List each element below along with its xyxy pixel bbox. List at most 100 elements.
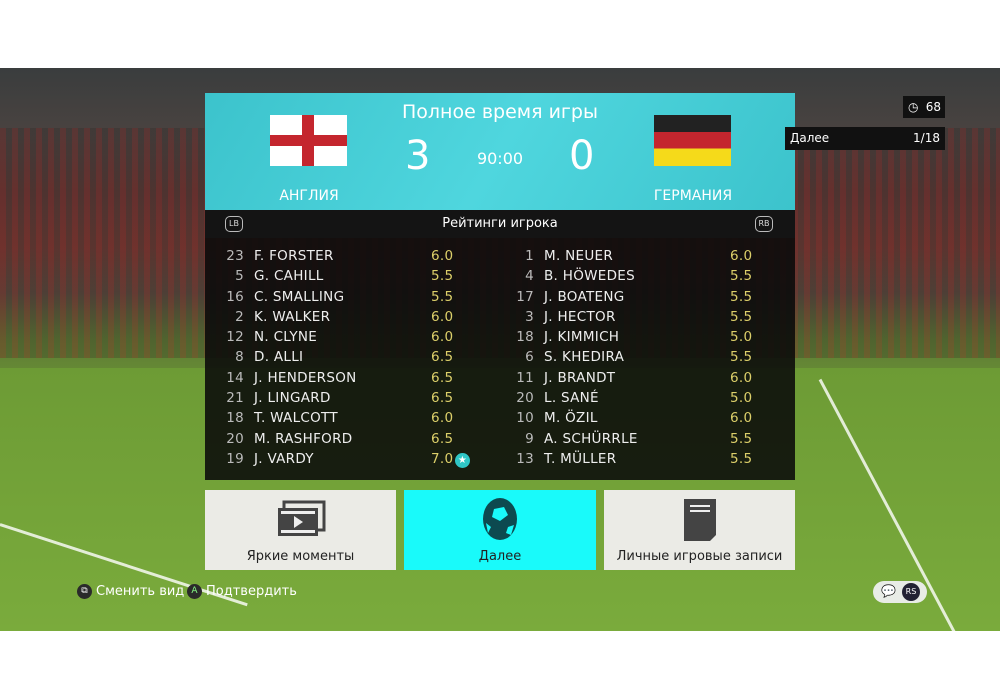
player-name: J. HENDERSON [254, 369, 357, 386]
player-name: J. VARDY [254, 450, 314, 467]
player-rating: 5.0 [730, 329, 753, 346]
hint-label: Сменить вид [96, 584, 185, 599]
highlights-button[interactable]: Яркие моменты [205, 490, 396, 570]
player-rating: 6.0 [431, 329, 454, 346]
player-name: J. HECTOR [544, 308, 616, 325]
player-row: 12 N. CLYNE 6.0 [220, 329, 515, 349]
player-number: 2 [235, 308, 244, 325]
rb-button[interactable]: RB [755, 216, 773, 232]
player-name: A. SCHÜRRLE [544, 430, 638, 447]
player-name: S. KHEDIRA [544, 349, 625, 366]
clock-icon: ◷ [908, 100, 919, 114]
player-name: J. LINGARD [254, 390, 331, 407]
player-name: K. WALKER [254, 308, 331, 325]
action-menu: Яркие моменты Далее Личные игровые запис… [205, 490, 795, 570]
player-name: T. MÜLLER [544, 450, 617, 467]
player-row: 18 T. WALCOTT 6.0 [220, 410, 515, 430]
hint-label: Подтвердить [206, 584, 297, 599]
player-row: 4 B. HÖWEDES 5.5 [510, 268, 805, 288]
player-rating: 5.0 [730, 390, 753, 407]
score-header: Полное время игры 3 90:00 0 АНГЛИЯ ГЕРМА… [205, 93, 795, 210]
player-number: 11 [516, 369, 534, 386]
player-rating: 6.0 [730, 248, 753, 264]
lb-button[interactable]: LB [225, 216, 243, 232]
match-result-panel: Полное время игры 3 90:00 0 АНГЛИЯ ГЕРМА… [205, 93, 795, 480]
player-rating: 5.5 [431, 288, 454, 305]
player-rating: 5.5 [730, 308, 753, 325]
player-rating: 5.5 [730, 349, 753, 366]
player-name: J. BRANDT [544, 369, 616, 386]
home-team-name: АНГЛИЯ [279, 188, 339, 204]
player-name: C. SMALLING [254, 288, 345, 305]
player-number: 21 [226, 390, 244, 407]
player-row: 20 L. SANÉ 5.0 [510, 390, 805, 410]
player-row: 1 M. NEUER 6.0 [510, 248, 805, 268]
player-number: 14 [226, 369, 244, 386]
player-row: 16 C. SMALLING 5.5 [220, 289, 515, 309]
chat-icon: 💬 [881, 584, 896, 598]
player-number: 18 [226, 410, 244, 427]
player-row: 21 J. LINGARD 6.5 [220, 390, 515, 410]
next-button[interactable]: Далее [404, 490, 596, 570]
player-rating: 6.0 [730, 369, 753, 386]
player-row: 17 J. BOATENG 5.5 [510, 289, 805, 309]
player-row: 20 M. RASHFORD 6.5 [220, 431, 515, 451]
player-row: 2 K. WALKER 6.0 [220, 309, 515, 329]
player-number: 6 [525, 349, 534, 366]
document-icon [683, 499, 716, 541]
player-row: 6 S. KHEDIRA 5.5 [510, 349, 805, 369]
player-rating: 5.5 [730, 450, 753, 467]
player-rating: 6.5 [431, 349, 454, 366]
player-number: 10 [516, 410, 534, 427]
player-number: 19 [226, 450, 244, 467]
next-progress-bar: Далее 1/18 [785, 127, 945, 150]
player-name: J. BOATENG [544, 288, 625, 305]
player-number: 17 [516, 288, 534, 305]
ratings-title: Рейтинги игрока [442, 216, 558, 231]
home-players: 23 F. FORSTER 6.0 5 G. CAHILL 5.5 16 C. SMALLIN… [220, 248, 515, 471]
player-number: 20 [226, 430, 244, 447]
player-rating: 6.0 [431, 410, 454, 427]
player-rating: 5.5 [730, 268, 753, 285]
player-name: D. ALLI [254, 349, 304, 366]
match-records-label: Личные игровые записи [616, 549, 783, 564]
next-bar-progress: 1/18 [913, 131, 940, 145]
home-score: 3 [405, 133, 431, 179]
player-number: 5 [235, 268, 244, 285]
view-button-icon: ⧉ [77, 584, 92, 599]
player-name: M. NEUER [544, 248, 614, 264]
hint-change-view[interactable]: ⧉ Сменить вид [77, 584, 184, 599]
away-team-name: ГЕРМАНИЯ [653, 188, 733, 204]
player-rating: 7.0 [431, 450, 454, 467]
highlights-label: Яркие моменты [246, 549, 355, 564]
player-rating: 6.0 [730, 410, 753, 427]
match-records-button[interactable]: Личные игровые записи [604, 490, 795, 570]
player-number: 8 [235, 349, 244, 366]
player-rating: 5.5 [431, 268, 454, 285]
player-number: 20 [516, 390, 534, 407]
player-name: F. FORSTER [254, 248, 334, 264]
player-row: 10 M. ÖZIL 6.0 [510, 410, 805, 430]
player-number: 3 [525, 308, 534, 325]
player-ratings-table: 23 F. FORSTER 6.0 5 G. CAHILL 5.5 16 C. SMALLIN… [205, 238, 795, 480]
away-score: 0 [569, 133, 595, 179]
player-name: B. HÖWEDES [544, 268, 635, 285]
player-number: 12 [226, 329, 244, 346]
player-row: 5 G. CAHILL 5.5 [220, 268, 515, 288]
england-flag [270, 115, 347, 166]
player-row: 11 J. BRANDT 6.0 [510, 370, 805, 390]
chat-rs-badge[interactable]: 💬 RS [873, 581, 927, 603]
player-name: M. RASHFORD [254, 430, 353, 447]
player-rating: 5.5 [730, 288, 753, 305]
player-rating: 6.5 [431, 390, 454, 407]
timer: ◷ 68 [903, 96, 945, 118]
player-number: 18 [516, 329, 534, 346]
player-number: 16 [226, 288, 244, 305]
player-row: 14 J. HENDERSON 6.5 [220, 370, 515, 390]
ratings-subheader: LB Рейтинги игрока RB [205, 210, 795, 238]
timer-value: 68 [925, 100, 941, 114]
hint-confirm[interactable]: A Подтвердить [187, 584, 297, 599]
player-row: 23 F. FORSTER 6.0 [220, 248, 515, 268]
next-label: Далее [478, 549, 522, 564]
player-row: 9 A. SCHÜRRLE 5.5 [510, 431, 805, 451]
